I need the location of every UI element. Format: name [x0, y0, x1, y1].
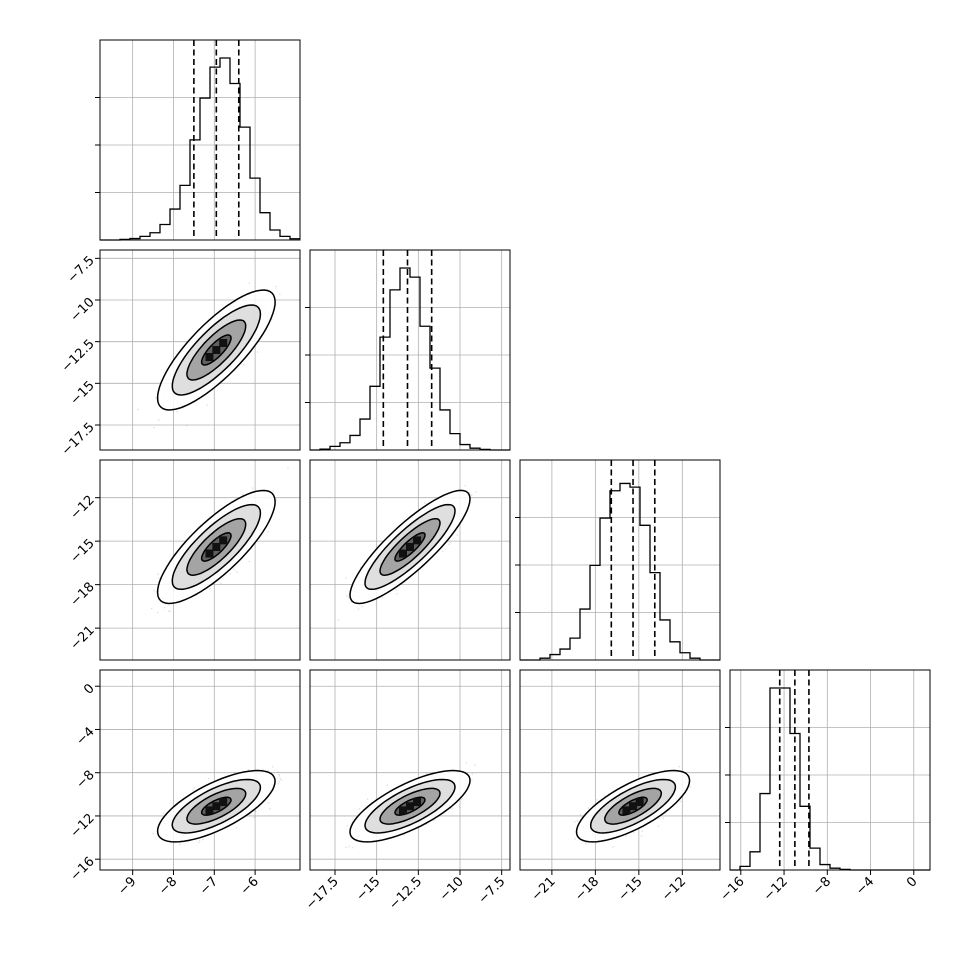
- x-tick-label: −16: [718, 874, 748, 904]
- density-peak-cell: [219, 798, 228, 807]
- density-peak-cell: [629, 802, 638, 811]
- density-peak-cell: [399, 549, 407, 558]
- histogram-panel-4: [725, 669, 931, 871]
- x-tick-label: −18: [572, 874, 602, 904]
- x-tick-label: −17.5: [303, 874, 342, 913]
- histogram-panel-3: [515, 459, 721, 661]
- x-tick-label: −9: [115, 874, 139, 898]
- histogram-panel-2: [305, 249, 511, 451]
- scatter-panel-4-2: [309, 669, 511, 871]
- scatter-content: [152, 766, 283, 846]
- density-peak-cell: [406, 542, 414, 551]
- panel-frame: [519, 459, 721, 661]
- density-peak-cell: [219, 536, 228, 545]
- scatter-content: [137, 282, 281, 429]
- scatter-content: [345, 762, 476, 849]
- scatter-panel-2-1: [99, 249, 301, 451]
- panel-frame: [99, 669, 301, 871]
- histogram-line: [100, 57, 300, 241]
- density-peak-cell: [219, 339, 228, 347]
- x-tick-label: −7.5: [476, 874, 509, 907]
- histogram-panel-1: [95, 39, 301, 241]
- panel-frame: [729, 669, 931, 871]
- x-tick-label: −4: [853, 874, 877, 898]
- scatter-panel-4-1: [99, 669, 301, 871]
- density-peak-cell: [413, 536, 421, 545]
- y-tick-label: −15: [68, 378, 98, 408]
- scatter-panel-3-2: [309, 459, 511, 661]
- density-peak-cell: [399, 806, 407, 815]
- panel-background: [520, 460, 720, 660]
- y-tick-label: −12: [68, 811, 98, 841]
- x-tick-label: −15: [616, 874, 646, 904]
- panel-background: [310, 250, 510, 450]
- y-tick-label: −16: [68, 854, 98, 884]
- histogram-line: [310, 267, 510, 451]
- y-tick-label: −8: [73, 768, 97, 792]
- y-tick-label: −10: [68, 295, 98, 325]
- x-tick-label: −12: [761, 874, 791, 904]
- panel-frame: [309, 459, 511, 661]
- density-peak-cell: [212, 542, 221, 551]
- x-tick-label: −8: [156, 874, 180, 898]
- panel-background: [730, 670, 930, 870]
- scatter-content: [574, 766, 692, 848]
- panel-frame: [309, 669, 511, 871]
- density-peak-cell: [212, 346, 221, 354]
- density-peak-cell: [212, 802, 221, 811]
- density-peak-cell: [635, 798, 644, 807]
- density-peak-cell: [413, 798, 421, 807]
- y-tick-label: −15: [68, 536, 98, 566]
- x-tick-label: −12.5: [386, 874, 425, 913]
- density-peak-cell: [205, 549, 214, 558]
- panel-background: [310, 670, 510, 870]
- y-tick-label: −17.5: [59, 420, 98, 459]
- x-tick-label: −6: [238, 874, 262, 898]
- y-tick-label: −7.5: [65, 253, 98, 286]
- density-peak-cell: [622, 806, 631, 815]
- histogram-line: [520, 482, 720, 661]
- y-tick-label: −12: [68, 493, 98, 523]
- y-tick-label: −18: [68, 580, 98, 610]
- scatter-panel-3-1: [99, 459, 301, 661]
- panel-background: [520, 670, 720, 870]
- x-tick-label: 0: [904, 874, 920, 890]
- panel-frame: [519, 669, 721, 871]
- scatter-content: [337, 484, 477, 621]
- x-tick-label: −15: [353, 874, 383, 904]
- y-tick-label: −12.5: [59, 337, 98, 376]
- panel-frame: [99, 249, 301, 451]
- density-peak-cell: [406, 802, 414, 811]
- x-tick-label: −8: [810, 874, 834, 898]
- x-tick-label: −21: [529, 874, 559, 904]
- panel-frame: [99, 459, 301, 661]
- x-tick-label: −12: [659, 874, 689, 904]
- x-tick-label: −10: [437, 874, 467, 904]
- density-peak-cell: [205, 353, 214, 361]
- density-peak-cell: [205, 806, 214, 815]
- y-tick-label: −4: [73, 725, 97, 749]
- scatter-content: [150, 467, 289, 614]
- x-tick-label: −7: [197, 874, 221, 898]
- y-tick-label: 0: [81, 681, 97, 697]
- panel-frame: [99, 39, 301, 241]
- y-tick-label: −21: [68, 623, 98, 653]
- scatter-panel-4-3: [519, 669, 721, 871]
- panel-frame: [309, 249, 511, 451]
